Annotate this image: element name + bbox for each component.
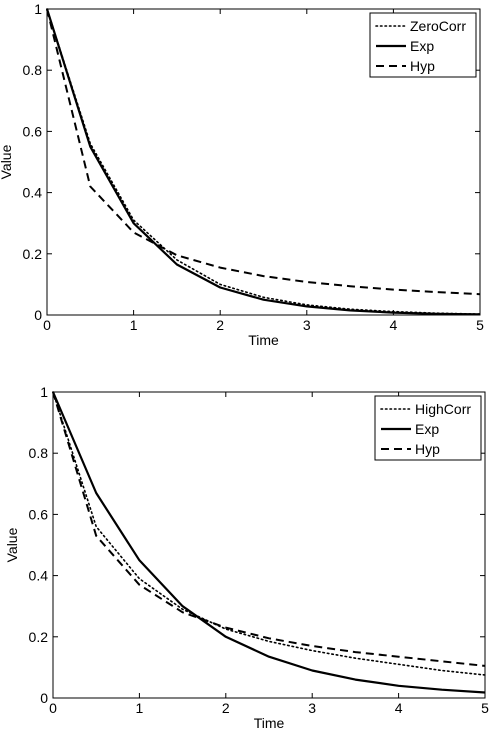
legend-label-hyp: Hyp xyxy=(410,58,435,74)
x-tick-label: 4 xyxy=(390,317,398,333)
y-tick-label: 0.2 xyxy=(23,246,43,262)
y-tick-label: 0.6 xyxy=(29,506,49,522)
y-axis-label: Value xyxy=(4,527,20,562)
y-tick-label: 1 xyxy=(34,1,42,17)
x-tick-label: 3 xyxy=(303,317,311,333)
x-tick-label: 3 xyxy=(308,700,316,716)
y-tick-label: 0 xyxy=(34,307,42,323)
x-axis-label: Time xyxy=(254,715,285,731)
y-tick-label: 0.8 xyxy=(23,62,43,78)
chart-2: 0 1 2 3 4 5 0 0.2 0.4 0.6 0.8 1 Time Value HighCorr Exp… xyxy=(4,384,489,731)
legend-label-exp: Exp xyxy=(410,38,434,54)
legend-label-hyp: Hyp xyxy=(415,441,440,457)
y-tick-label: 1 xyxy=(40,384,48,400)
series-line-hyp xyxy=(46,8,481,296)
series-line-hyp xyxy=(52,391,486,667)
series-line-highcorr xyxy=(52,391,486,676)
x-tick-label: 1 xyxy=(136,700,144,716)
series-line-exp xyxy=(45,8,481,316)
y-tick-label: 0.6 xyxy=(23,123,43,139)
x-tick-label: 5 xyxy=(476,317,484,333)
y-tick-label: 0 xyxy=(40,690,48,706)
y-tick-label: 0.4 xyxy=(23,185,43,201)
x-tick-label: 0 xyxy=(43,317,51,333)
x-tick-label: 2 xyxy=(216,317,224,333)
chart-1: 0 1 2 3 4 5 0 0.2 0.4 0.6 0.8 1 Time Value ZeroCorr Exp… xyxy=(0,1,484,348)
plot-frame xyxy=(52,391,486,699)
y-axis-label: Value xyxy=(0,144,14,179)
legend-label-zerocorr: ZeroCorr xyxy=(410,18,466,34)
x-tick-label: 0 xyxy=(49,700,57,716)
y-tick-label: 0.8 xyxy=(29,445,49,461)
x-tick-label: 1 xyxy=(130,317,138,333)
legend-label-highcorr: HighCorr xyxy=(415,401,471,417)
series-line-exp xyxy=(51,391,486,694)
plot-frame xyxy=(46,8,481,316)
y-tick-label: 0.2 xyxy=(29,629,49,645)
x-axis-label: Time xyxy=(248,332,279,348)
x-tick-label: 4 xyxy=(395,700,403,716)
x-tick-label: 5 xyxy=(481,700,489,716)
y-tick-label: 0.4 xyxy=(29,568,49,584)
x-tick-label: 2 xyxy=(222,700,230,716)
legend-label-exp: Exp xyxy=(415,421,439,437)
